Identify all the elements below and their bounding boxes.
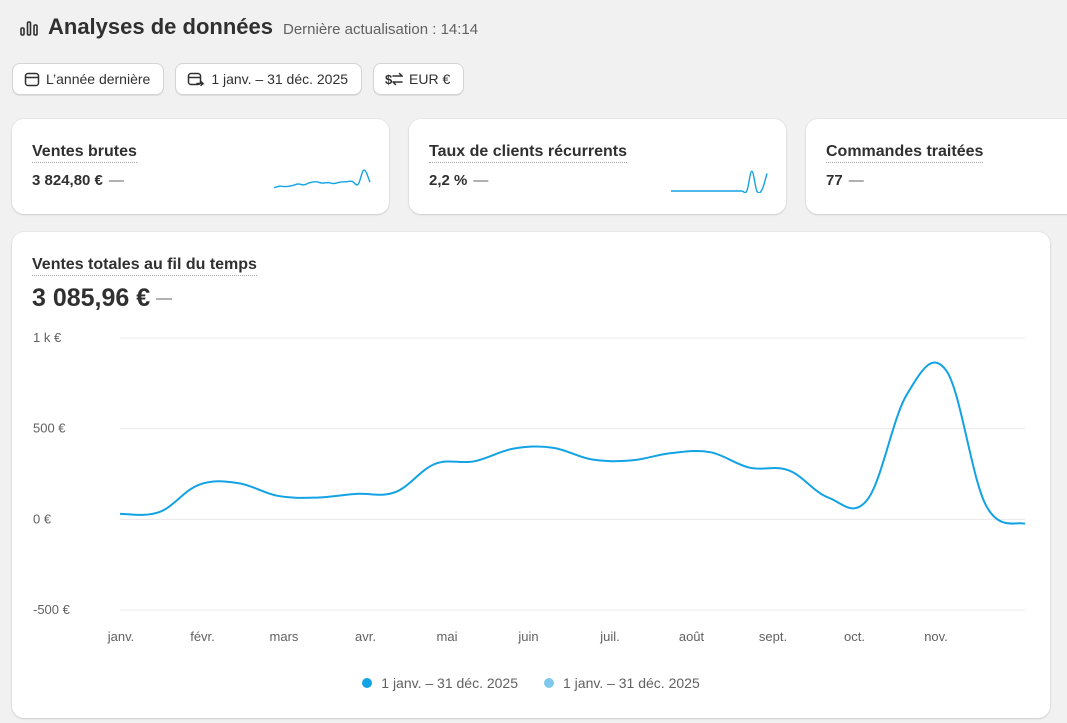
series-line[interactable] bbox=[119, 361, 1026, 525]
metric-change: — bbox=[473, 172, 489, 189]
legend-label: 1 janv. – 31 déc. 2025 bbox=[563, 675, 700, 691]
x-tick-label: juil. bbox=[599, 629, 620, 644]
metric-label[interactable]: Commandes traitées bbox=[826, 143, 984, 163]
metric-label[interactable]: Ventes brutes bbox=[32, 143, 137, 163]
sales-over-time-card: Ventes totales au fil du temps 3 085,96 … bbox=[12, 232, 1050, 718]
chart-legend: 1 janv. – 31 déc. 2025 1 janv. – 31 déc.… bbox=[12, 675, 1050, 691]
metric-value: 3 824,80 € — bbox=[32, 172, 124, 189]
metric-card-returning-customers[interactable]: Taux de clients récurrents 2,2 % — bbox=[409, 119, 786, 214]
y-tick-label: 0 € bbox=[33, 511, 52, 526]
currency-button[interactable]: $ EUR € bbox=[373, 63, 465, 95]
y-tick-label: -500 € bbox=[33, 602, 71, 617]
chart-title[interactable]: Ventes totales au fil du temps bbox=[32, 256, 257, 276]
metric-value: 77 — bbox=[826, 172, 864, 189]
x-tick-label: nov. bbox=[924, 629, 948, 644]
x-tick-label: sept. bbox=[759, 629, 787, 644]
metric-change: — bbox=[108, 172, 124, 189]
period-select-button[interactable]: L’année dernière bbox=[12, 63, 165, 95]
metric-value-text: 2,2 % bbox=[429, 172, 468, 189]
metric-label[interactable]: Taux de clients récurrents bbox=[429, 143, 627, 163]
svg-text:$: $ bbox=[385, 72, 393, 86]
chart-total-value: 3 085,96 € bbox=[32, 284, 151, 312]
last-updated: Dernière actualisation : 14:14 bbox=[282, 21, 479, 38]
metric-value-text: 77 bbox=[826, 172, 843, 189]
sales-line-chart[interactable]: 1 k € 500 € 0 € -500 € janv. févr. mars avr. mai… bbox=[12, 232, 1050, 672]
page-title: Analyses de données bbox=[48, 14, 273, 39]
metric-card-orders-fulfilled[interactable]: Commandes traitées 77 — bbox=[806, 119, 1067, 214]
x-tick-label: mars bbox=[270, 629, 299, 644]
date-range-label: 1 janv. – 31 déc. 2025 bbox=[211, 71, 349, 87]
bar-chart-icon bbox=[20, 21, 38, 36]
legend-item-comparison[interactable]: 1 janv. – 31 déc. 2025 bbox=[544, 675, 700, 691]
x-tick-label: févr. bbox=[190, 629, 215, 644]
legend-dot bbox=[544, 678, 554, 688]
y-tick-label: 1 k € bbox=[33, 330, 62, 345]
x-tick-label: mai bbox=[437, 629, 458, 644]
x-tick-label: juin bbox=[517, 629, 538, 644]
calendar-compare-icon bbox=[188, 72, 206, 87]
x-tick-label: janv. bbox=[107, 629, 135, 644]
x-tick-label: oct. bbox=[844, 629, 865, 644]
metric-card-gross-sales[interactable]: Ventes brutes 3 824,80 € — bbox=[12, 119, 389, 214]
y-tick-label: 500 € bbox=[33, 421, 66, 436]
sparkline bbox=[273, 169, 371, 189]
calendar-icon bbox=[24, 72, 40, 87]
page-header: Analyses de données Dernière actualisati… bbox=[20, 14, 478, 40]
sparkline-path bbox=[273, 169, 371, 189]
sparkline-path bbox=[670, 170, 768, 193]
date-range-button[interactable]: 1 janv. – 31 déc. 2025 bbox=[175, 63, 363, 95]
legend-label: 1 janv. – 31 déc. 2025 bbox=[381, 675, 518, 691]
currency-exchange-icon: $ bbox=[385, 72, 404, 86]
chart-total: 3 085,96 € — bbox=[32, 284, 172, 313]
metric-value-text: 3 824,80 € bbox=[32, 172, 103, 189]
legend-item-current[interactable]: 1 janv. – 31 déc. 2025 bbox=[362, 675, 518, 691]
currency-label: EUR € bbox=[409, 71, 451, 87]
metric-value: 2,2 % — bbox=[429, 172, 488, 189]
sparkline bbox=[670, 170, 768, 193]
chart-change: — bbox=[156, 290, 173, 308]
period-label: L’année dernière bbox=[46, 71, 151, 87]
x-tick-label: avr. bbox=[355, 629, 376, 644]
x-tick-label: août bbox=[679, 629, 705, 644]
legend-dot bbox=[362, 678, 373, 688]
metric-change: — bbox=[848, 172, 864, 189]
filter-bar: L’année dernière 1 janv. – 31 déc. 2025 … bbox=[12, 63, 465, 95]
